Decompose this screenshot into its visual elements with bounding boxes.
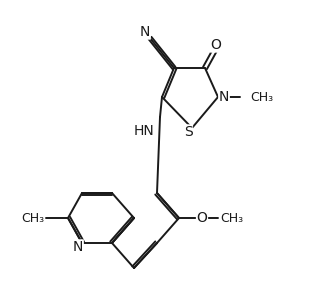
- Text: CH₃: CH₃: [250, 91, 273, 103]
- Text: CH₃: CH₃: [21, 212, 44, 224]
- Text: O: O: [210, 38, 222, 52]
- Text: S: S: [184, 125, 192, 139]
- Text: CH₃: CH₃: [220, 212, 243, 224]
- Text: O: O: [197, 211, 207, 225]
- Text: HN: HN: [133, 124, 154, 138]
- Text: N: N: [73, 240, 83, 254]
- Text: N: N: [219, 90, 229, 104]
- Text: N: N: [140, 25, 150, 39]
